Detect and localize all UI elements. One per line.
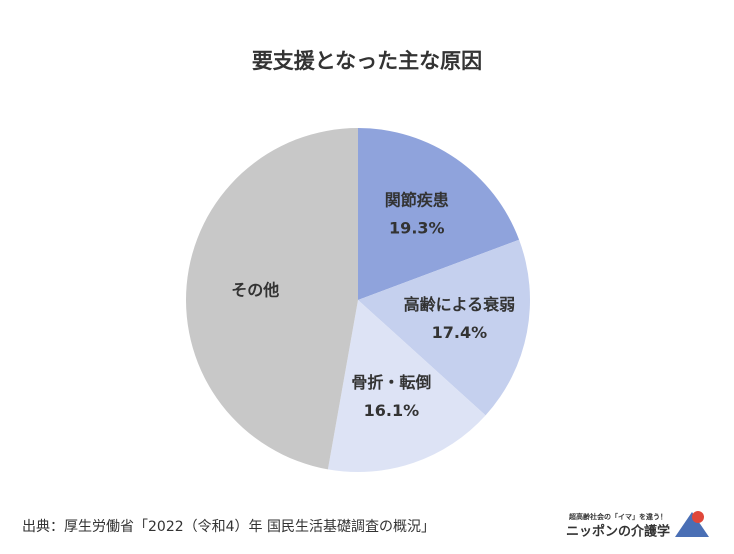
slice-label: その他 xyxy=(231,280,279,299)
slice-label: 骨折・転倒 xyxy=(351,373,431,392)
chart-title: 要支援となった主な原因 xyxy=(252,49,482,73)
value-label: 16.1% xyxy=(364,401,420,420)
slice-label: 高齢による衰弱 xyxy=(404,295,516,314)
source: 出典：厚生労働省「2022（令和4）年 国民生活基礎調査の概況」 xyxy=(22,518,435,535)
logo-sun xyxy=(692,511,704,523)
slice-label: 関節疾患 xyxy=(385,191,449,210)
logo-tagline: 超高齢社会の「イマ」を違う！ xyxy=(569,512,667,521)
pie-slice xyxy=(185,128,358,470)
logo: 超高齢社会の「イマ」を違う！ ニッポンの介護学 xyxy=(566,511,709,540)
logo-mountain xyxy=(675,512,709,537)
pie-slice xyxy=(327,300,486,473)
value-label: 17.4% xyxy=(432,323,488,342)
value-label: 19.3% xyxy=(389,219,445,238)
pie: 関節疾患 19.3% 高齢による衰弱 17.4% 骨折・転倒 16.1% その他 xyxy=(185,128,530,473)
pie-slice xyxy=(358,239,530,416)
logo-name: ニッポンの介護学 xyxy=(566,524,670,540)
pie-slice xyxy=(358,128,520,300)
